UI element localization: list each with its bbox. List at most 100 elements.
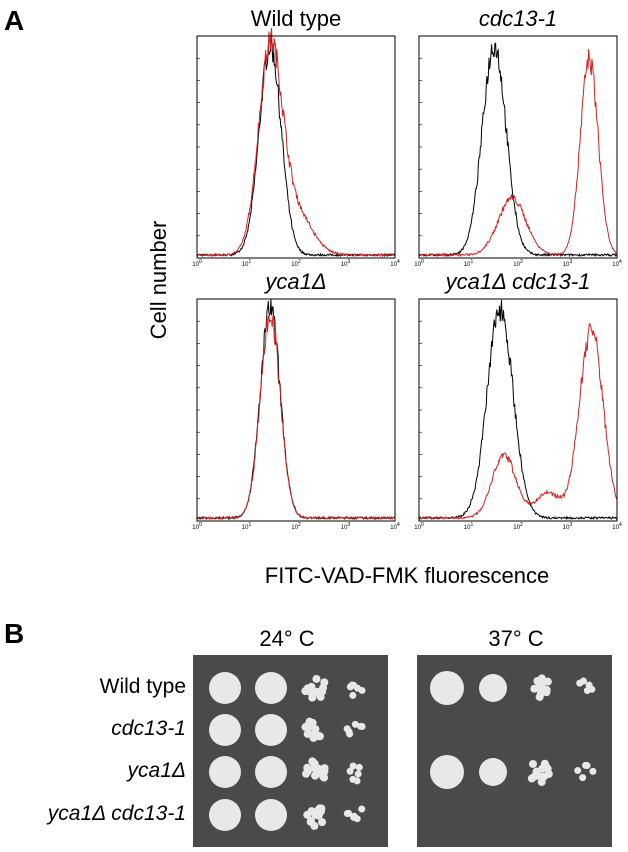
- temperature-label: 37° C: [488, 626, 543, 651]
- colony: [430, 671, 464, 705]
- tick-exp: 4: [397, 259, 400, 265]
- tick-exp: 3: [569, 259, 572, 265]
- x-tick-label: 104: [612, 259, 622, 268]
- tick-exp: 3: [347, 259, 350, 265]
- strain-label: cdc13-1: [111, 717, 186, 740]
- x-tick-label: 103: [563, 259, 573, 268]
- tick-base: 10: [464, 525, 471, 531]
- plot-title: cdc13-1: [479, 6, 557, 31]
- colony: [349, 691, 357, 699]
- x-tick-label: 101: [464, 522, 474, 531]
- colony: [535, 692, 544, 701]
- x-tick-label: 100: [192, 259, 202, 268]
- plot-frame: [196, 298, 396, 522]
- colony: [314, 805, 323, 814]
- tick-base: 10: [513, 262, 520, 268]
- colony: [530, 772, 539, 781]
- tick-base: 10: [414, 262, 421, 268]
- x-tick-label: 100: [192, 522, 202, 531]
- colony: [479, 758, 507, 786]
- colony: [351, 720, 359, 728]
- tick-base: 10: [192, 262, 199, 268]
- tick-base: 10: [563, 262, 570, 268]
- colony: [528, 759, 537, 768]
- temperature-label: 24° C: [259, 626, 314, 651]
- panel-label: A: [4, 5, 24, 36]
- colony: [349, 762, 357, 770]
- histogram-curve: [196, 314, 395, 521]
- x-tick-label: 103: [341, 522, 351, 531]
- x-tick-label: 104: [390, 522, 400, 531]
- tick-exp: 0: [199, 522, 202, 528]
- colony: [540, 772, 549, 781]
- tick-exp: 0: [421, 522, 424, 528]
- colony: [315, 732, 324, 741]
- tick-base: 10: [563, 525, 570, 531]
- tick-base: 10: [390, 525, 397, 531]
- colony: [430, 755, 464, 789]
- x-tick-label: 103: [563, 522, 573, 531]
- histogram-curve: [196, 33, 396, 258]
- tick-base: 10: [612, 262, 619, 268]
- strain-label: Wild type: [100, 675, 186, 698]
- colony: [530, 684, 539, 693]
- colony: [311, 771, 320, 780]
- colony: [581, 761, 589, 769]
- tick-base: 10: [242, 262, 249, 268]
- histogram-curve: [418, 42, 618, 258]
- colony: [314, 764, 323, 773]
- plot-title: yca1Δ cdc13-1: [444, 269, 591, 294]
- strain-label: yca1Δ: [126, 759, 186, 782]
- colony: [354, 770, 362, 778]
- colony: [543, 764, 552, 773]
- colony: [255, 756, 287, 788]
- colony: [255, 714, 287, 746]
- colony: [304, 765, 313, 774]
- colony: [311, 725, 320, 734]
- tick-exp: 0: [421, 259, 424, 265]
- colony: [343, 809, 351, 817]
- colony: [346, 767, 354, 775]
- x-tick-label: 101: [242, 522, 252, 531]
- colony: [358, 723, 366, 731]
- colony: [303, 729, 312, 738]
- colony: [209, 672, 241, 704]
- x-tick-label: 102: [513, 259, 523, 268]
- x-tick-label: 101: [464, 259, 474, 268]
- colony: [576, 679, 584, 687]
- colony: [312, 674, 321, 683]
- colony: [209, 714, 241, 746]
- colony: [345, 728, 353, 736]
- colony: [588, 685, 596, 693]
- colony: [574, 767, 582, 775]
- plot-frame: [418, 35, 618, 259]
- tick-exp: 0: [199, 259, 202, 265]
- colony: [306, 816, 315, 825]
- colony: [319, 772, 328, 781]
- tick-base: 10: [390, 262, 397, 268]
- tick-exp: 3: [347, 522, 350, 528]
- colony: [353, 777, 361, 785]
- colony: [319, 683, 328, 692]
- x-tick-label: 104: [390, 259, 400, 268]
- tick-exp: 4: [397, 522, 400, 528]
- colony: [308, 757, 317, 766]
- colony: [255, 799, 287, 831]
- tick-exp: 2: [298, 522, 301, 528]
- tick-exp: 2: [298, 259, 301, 265]
- colony: [314, 811, 323, 820]
- colony: [353, 815, 361, 823]
- tick-base: 10: [341, 525, 348, 531]
- colony: [304, 720, 313, 729]
- colony: [255, 672, 287, 704]
- plot-title: Wild type: [251, 6, 341, 31]
- colony: [543, 677, 552, 686]
- tick-exp: 4: [619, 259, 622, 265]
- y-axis-label: Cell number: [146, 221, 171, 340]
- x-axis-label: FITC-VAD-FMK fluorescence: [265, 563, 549, 588]
- strain-label: yca1Δ cdc13-1: [46, 802, 186, 825]
- x-tick-label: 100: [414, 522, 424, 531]
- histogram-curve: [196, 27, 396, 258]
- tick-exp: 2: [520, 259, 523, 265]
- histogram-curve: [196, 299, 396, 521]
